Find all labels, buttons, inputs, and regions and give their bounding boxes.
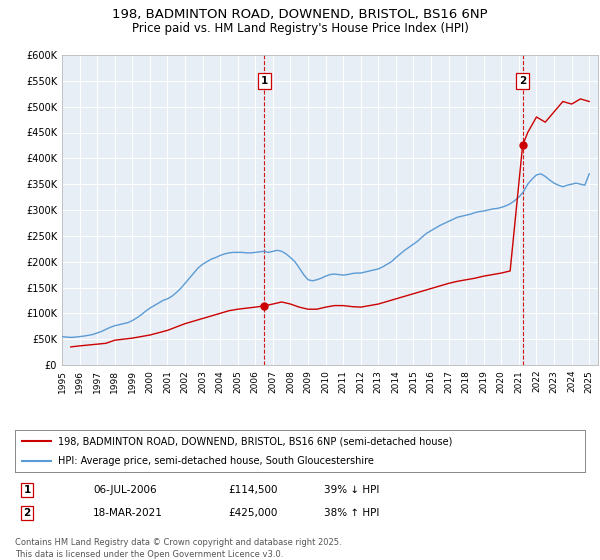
Text: Contains HM Land Registry data © Crown copyright and database right 2025.
This d: Contains HM Land Registry data © Crown c…	[15, 538, 341, 559]
Text: £114,500: £114,500	[228, 485, 277, 495]
Text: Price paid vs. HM Land Registry's House Price Index (HPI): Price paid vs. HM Land Registry's House …	[131, 22, 469, 35]
Text: 2: 2	[519, 76, 526, 86]
Text: £425,000: £425,000	[228, 508, 277, 518]
Text: 39% ↓ HPI: 39% ↓ HPI	[324, 485, 379, 495]
Text: 198, BADMINTON ROAD, DOWNEND, BRISTOL, BS16 6NP: 198, BADMINTON ROAD, DOWNEND, BRISTOL, B…	[112, 8, 488, 21]
Text: 2: 2	[23, 508, 31, 518]
Text: 198, BADMINTON ROAD, DOWNEND, BRISTOL, BS16 6NP (semi-detached house): 198, BADMINTON ROAD, DOWNEND, BRISTOL, B…	[58, 436, 452, 446]
Text: 06-JUL-2006: 06-JUL-2006	[93, 485, 157, 495]
Text: 38% ↑ HPI: 38% ↑ HPI	[324, 508, 379, 518]
Text: HPI: Average price, semi-detached house, South Gloucestershire: HPI: Average price, semi-detached house,…	[58, 456, 374, 466]
Text: 18-MAR-2021: 18-MAR-2021	[93, 508, 163, 518]
Text: 1: 1	[23, 485, 31, 495]
Text: 1: 1	[260, 76, 268, 86]
